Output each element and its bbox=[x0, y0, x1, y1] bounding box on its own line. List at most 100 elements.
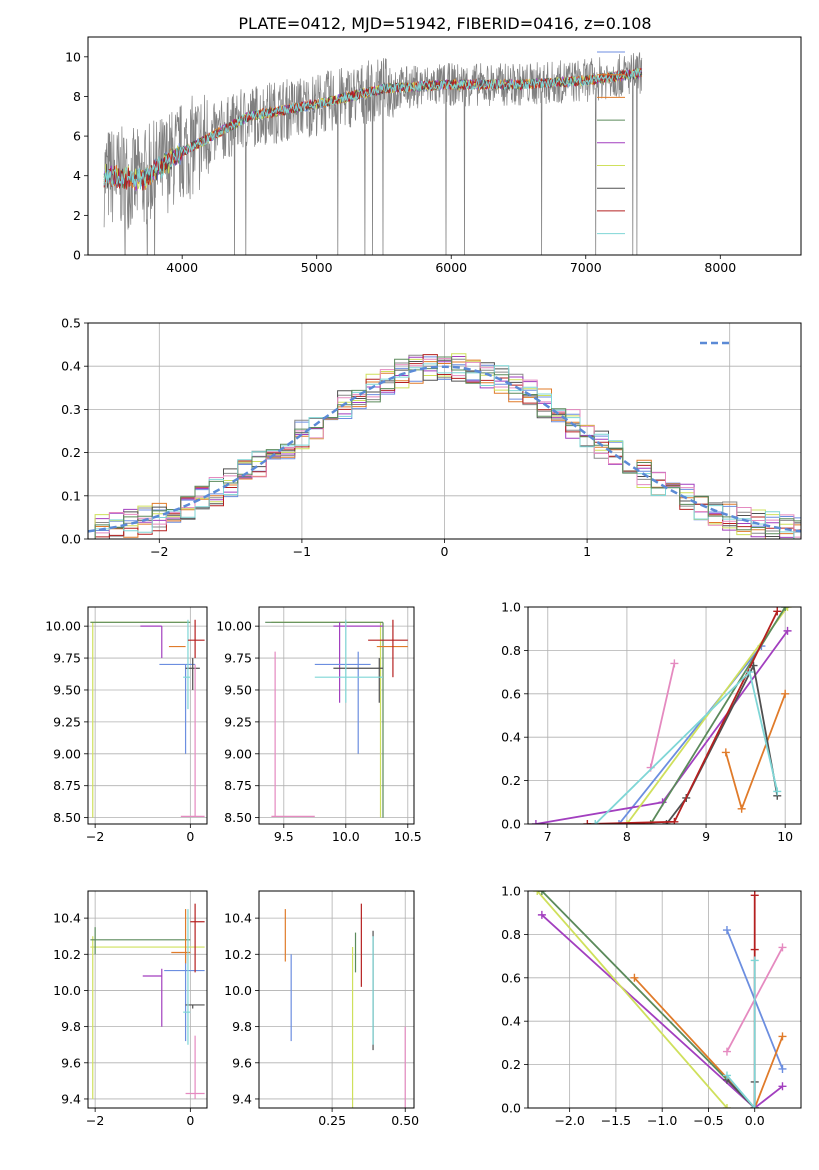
x-tick-label: 1 bbox=[583, 544, 591, 559]
weight-marker bbox=[750, 956, 759, 965]
x-tick-label: 7000 bbox=[570, 260, 602, 275]
weight-marker bbox=[781, 607, 790, 611]
weight-lines bbox=[533, 891, 787, 1108]
weight-marker bbox=[722, 1047, 731, 1056]
y-tick-label: 10.2 bbox=[53, 947, 81, 962]
y-tick-label: 0.8 bbox=[501, 643, 521, 658]
x-tick-label: 0.0 bbox=[745, 1113, 765, 1128]
weight-marker bbox=[781, 689, 790, 698]
weight-marker bbox=[722, 926, 731, 935]
y-tick-label: 0.4 bbox=[501, 1014, 521, 1029]
y-tick-label: 9.25 bbox=[53, 714, 81, 729]
y-tick-label: 9.25 bbox=[224, 714, 252, 729]
y-tick-label: 9.00 bbox=[53, 746, 81, 761]
weight-marker bbox=[630, 973, 639, 982]
x-tick-label: 10 bbox=[777, 829, 793, 844]
weight-marker bbox=[722, 1071, 731, 1080]
y-tick-label: 0.4 bbox=[61, 359, 81, 374]
weight-marker bbox=[783, 607, 792, 611]
x-tick-label: 6000 bbox=[435, 260, 467, 275]
axes-frame bbox=[87, 606, 208, 825]
residual-histogram bbox=[108, 359, 801, 539]
y-tick-label: 0.8 bbox=[501, 927, 521, 942]
residual-histogram bbox=[94, 356, 801, 539]
weight-marker bbox=[591, 820, 600, 824]
weight-marker bbox=[646, 820, 655, 824]
y-tick-label: 8.50 bbox=[53, 810, 81, 825]
errorbar-group bbox=[90, 903, 205, 1099]
axes-frame bbox=[87, 36, 802, 256]
y-tick-label: 9.4 bbox=[232, 1091, 252, 1106]
weight-line bbox=[633, 977, 784, 1108]
weight-line bbox=[536, 891, 728, 1108]
histograms bbox=[88, 353, 801, 539]
axes-frame bbox=[258, 890, 415, 1109]
errorbar-group bbox=[90, 619, 205, 818]
residual-histogram bbox=[94, 359, 801, 539]
x-tick-label: −1.0 bbox=[647, 1113, 677, 1128]
y-tick-label: 1.0 bbox=[501, 884, 521, 899]
x-tick-label: −1.5 bbox=[601, 1113, 631, 1128]
y-tick-label: 0.0 bbox=[501, 1101, 521, 1116]
spectrum-lines bbox=[103, 52, 643, 255]
weight-marker bbox=[537, 891, 546, 895]
weight-marker bbox=[737, 804, 746, 813]
residual-histogram bbox=[94, 354, 801, 539]
x-tick-label: −2.0 bbox=[554, 1113, 584, 1128]
weight-line bbox=[665, 662, 779, 824]
errorbar-group bbox=[265, 619, 408, 818]
weight-marker bbox=[778, 943, 787, 952]
y-tick-label: 0.0 bbox=[501, 817, 521, 832]
x-tick-label: 8 bbox=[623, 829, 631, 844]
x-tick-label: −1 bbox=[293, 544, 311, 559]
weight-marker bbox=[531, 820, 540, 824]
y-tick-label: 10.00 bbox=[45, 619, 81, 634]
axes-frame bbox=[527, 890, 802, 1109]
y-tick-label: 0.5 bbox=[61, 316, 81, 331]
y-tick-label: 1.0 bbox=[501, 600, 521, 615]
axes-frame bbox=[527, 606, 802, 825]
weight-marker bbox=[750, 945, 759, 954]
y-tick-label: 9.4 bbox=[61, 1091, 81, 1106]
weight-marker bbox=[778, 1032, 787, 1041]
y-tick-label: 10.4 bbox=[53, 911, 81, 926]
errorbar-group bbox=[284, 903, 406, 1108]
plot-layer: 4000 5000 6000 7000 8000 0 2 4 6 8 10 −2 −1 0 1 2 0.0 0.1… bbox=[45, 36, 802, 1128]
weight-marker bbox=[773, 607, 782, 616]
weight-marker bbox=[622, 820, 631, 824]
x-tick-label: 5000 bbox=[301, 260, 333, 275]
weight-marker bbox=[778, 1064, 787, 1073]
x-tick-label: 0 bbox=[186, 829, 194, 844]
weight-marker bbox=[745, 668, 754, 677]
y-tick-label: 4 bbox=[73, 168, 81, 183]
x-tick-label: 0 bbox=[441, 544, 449, 559]
weight-line bbox=[541, 891, 756, 1108]
weight-marker bbox=[778, 1082, 787, 1091]
axes-frame bbox=[87, 890, 208, 1109]
x-tick-label: 10.5 bbox=[394, 829, 422, 844]
weight-line bbox=[541, 914, 784, 1108]
weight-line bbox=[726, 960, 756, 1108]
weight-marker bbox=[537, 910, 546, 919]
weight-line bbox=[649, 607, 786, 824]
y-tick-label: 0.2 bbox=[501, 773, 521, 788]
x-tick-label: −2 bbox=[86, 1113, 104, 1128]
y-tick-label: 10.2 bbox=[224, 947, 252, 962]
y-tick-label: 6 bbox=[73, 129, 81, 144]
y-tick-label: 0.0 bbox=[61, 532, 81, 547]
y-tick-label: 0.1 bbox=[61, 488, 81, 503]
weight-marker bbox=[533, 891, 542, 895]
y-tick-label: 8.75 bbox=[53, 778, 81, 793]
axes-frame bbox=[258, 606, 415, 825]
residual-histogram bbox=[94, 353, 795, 539]
y-tick-label: 9.8 bbox=[61, 1019, 81, 1034]
y-tick-label: 0.6 bbox=[501, 970, 521, 985]
x-tick-label: 2 bbox=[726, 544, 734, 559]
x-tick-label: 7 bbox=[544, 829, 552, 844]
x-tick-label: 0 bbox=[186, 1113, 194, 1128]
y-tick-label: 9.50 bbox=[224, 682, 252, 697]
x-tick-label: 9 bbox=[702, 829, 710, 844]
weight-marker bbox=[750, 891, 759, 900]
y-tick-label: 9.8 bbox=[232, 1019, 252, 1034]
